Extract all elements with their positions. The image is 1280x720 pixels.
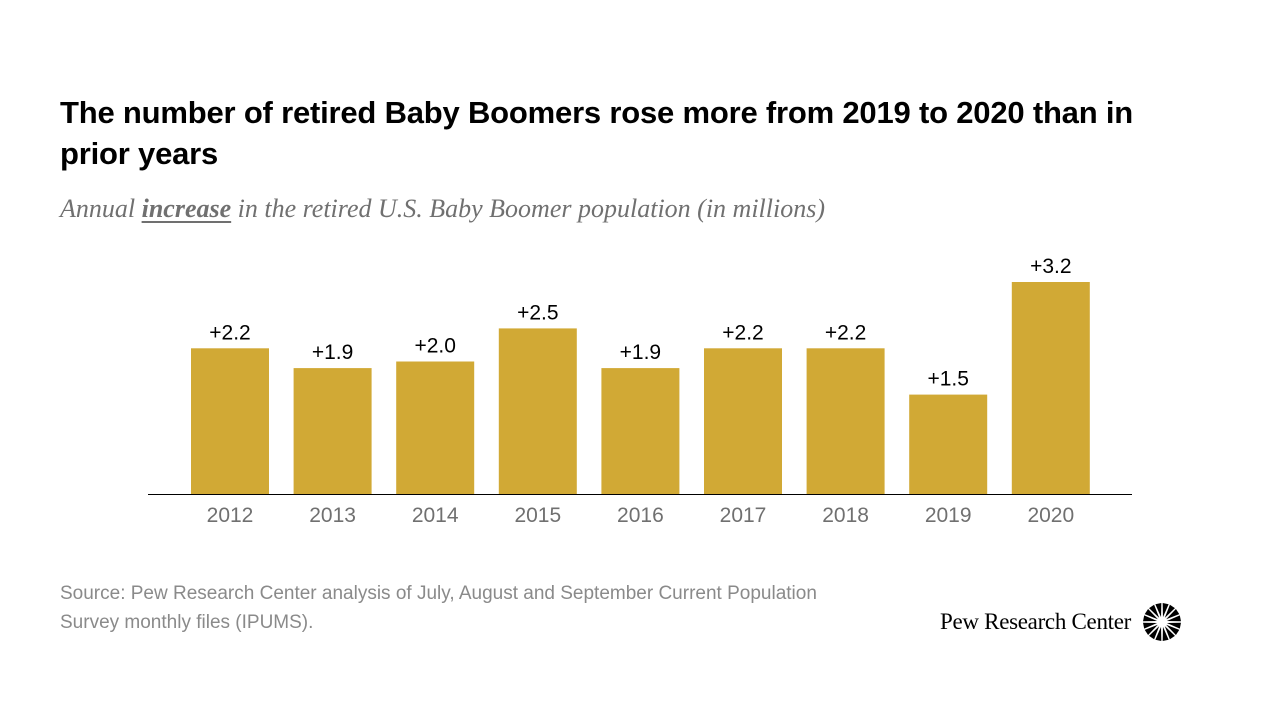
bar-2017 <box>704 348 782 495</box>
sunburst-ray <box>1149 604 1160 618</box>
data-label-2015: +2.5 <box>517 301 558 324</box>
bar-2018 <box>806 348 885 495</box>
sunburst-ray <box>1166 622 1182 629</box>
sunburst-ray <box>1162 603 1169 618</box>
chart-title: The number of retired Baby Boomers rose … <box>60 95 1134 171</box>
sunburst-ray <box>1166 615 1182 622</box>
chart-subtitle: Annual increase in the retired U.S. Baby… <box>60 192 825 226</box>
sunburst-ray <box>1155 603 1162 618</box>
subtitle-emphasis: increase <box>141 194 232 223</box>
bars-group <box>191 282 1090 495</box>
tick-label-2013: 2013 <box>309 504 356 527</box>
tick-label-2015: 2015 <box>514 504 561 527</box>
sunburst-ray <box>1166 609 1180 620</box>
sunburst-ray <box>1143 615 1158 622</box>
data-label-2016: +1.9 <box>620 341 661 364</box>
sunburst-ray <box>1164 604 1175 618</box>
sunburst-ray <box>1144 624 1158 635</box>
bar-2013 <box>293 368 372 494</box>
bar-2019 <box>909 394 988 494</box>
sunburst-ray <box>1144 609 1158 620</box>
tick-label-2016: 2016 <box>617 504 664 527</box>
sunburst-ray <box>1162 626 1169 641</box>
data-label-2014: +2.0 <box>414 335 455 358</box>
tick-label-2017: 2017 <box>720 504 767 527</box>
data-label-2019: +1.5 <box>927 368 968 391</box>
tick-label-2014: 2014 <box>412 504 459 527</box>
source-note: Source: Pew Research Center analysis of … <box>60 583 817 633</box>
data-label-2017: +2.2 <box>722 321 763 344</box>
sunburst-ray <box>1164 626 1175 640</box>
tick-label-2012: 2012 <box>207 504 254 527</box>
tick-label-2019: 2019 <box>925 504 972 527</box>
bar-2016 <box>601 368 680 494</box>
sunburst-ray <box>1143 622 1158 629</box>
bar-2012 <box>191 348 269 495</box>
sunburst-icon <box>1143 603 1182 641</box>
tick-label-2018: 2018 <box>822 504 869 527</box>
bar-2020 <box>1011 282 1090 494</box>
data-label-2012: +2.2 <box>209 321 250 344</box>
sunburst-ray <box>1149 626 1160 640</box>
logo-wordmark: Pew Research Center <box>940 609 1132 634</box>
tick-label-2020: 2020 <box>1027 504 1074 527</box>
bar-chart: +2.2 +1.9 +2.0 +2.5 +1.9 +2.2 +2.2 +1.5 +3.2 201… <box>148 255 1132 527</box>
data-label-2020: +3.2 <box>1030 255 1071 278</box>
subtitle-suffix: in the retired U.S. Baby Boomer populati… <box>231 194 825 223</box>
pew-logo: Pew Research Center <box>940 600 1183 644</box>
subtitle-prefix: Annual <box>60 194 142 223</box>
bar-2015 <box>498 328 577 494</box>
data-label-2018: +2.2 <box>825 321 866 344</box>
data-label-2013: +1.9 <box>312 341 353 364</box>
x-axis-tick-labels: 2012 2013 2014 2015 2016 2017 2018 2019 2020 <box>207 504 1075 527</box>
data-labels-group: +2.2 +1.9 +2.0 +2.5 +1.9 +2.2 +2.2 +1.5 +3.2 <box>209 255 1071 391</box>
sunburst-ray <box>1166 624 1180 635</box>
sunburst-ray <box>1155 626 1162 641</box>
bar-2014 <box>396 361 475 494</box>
